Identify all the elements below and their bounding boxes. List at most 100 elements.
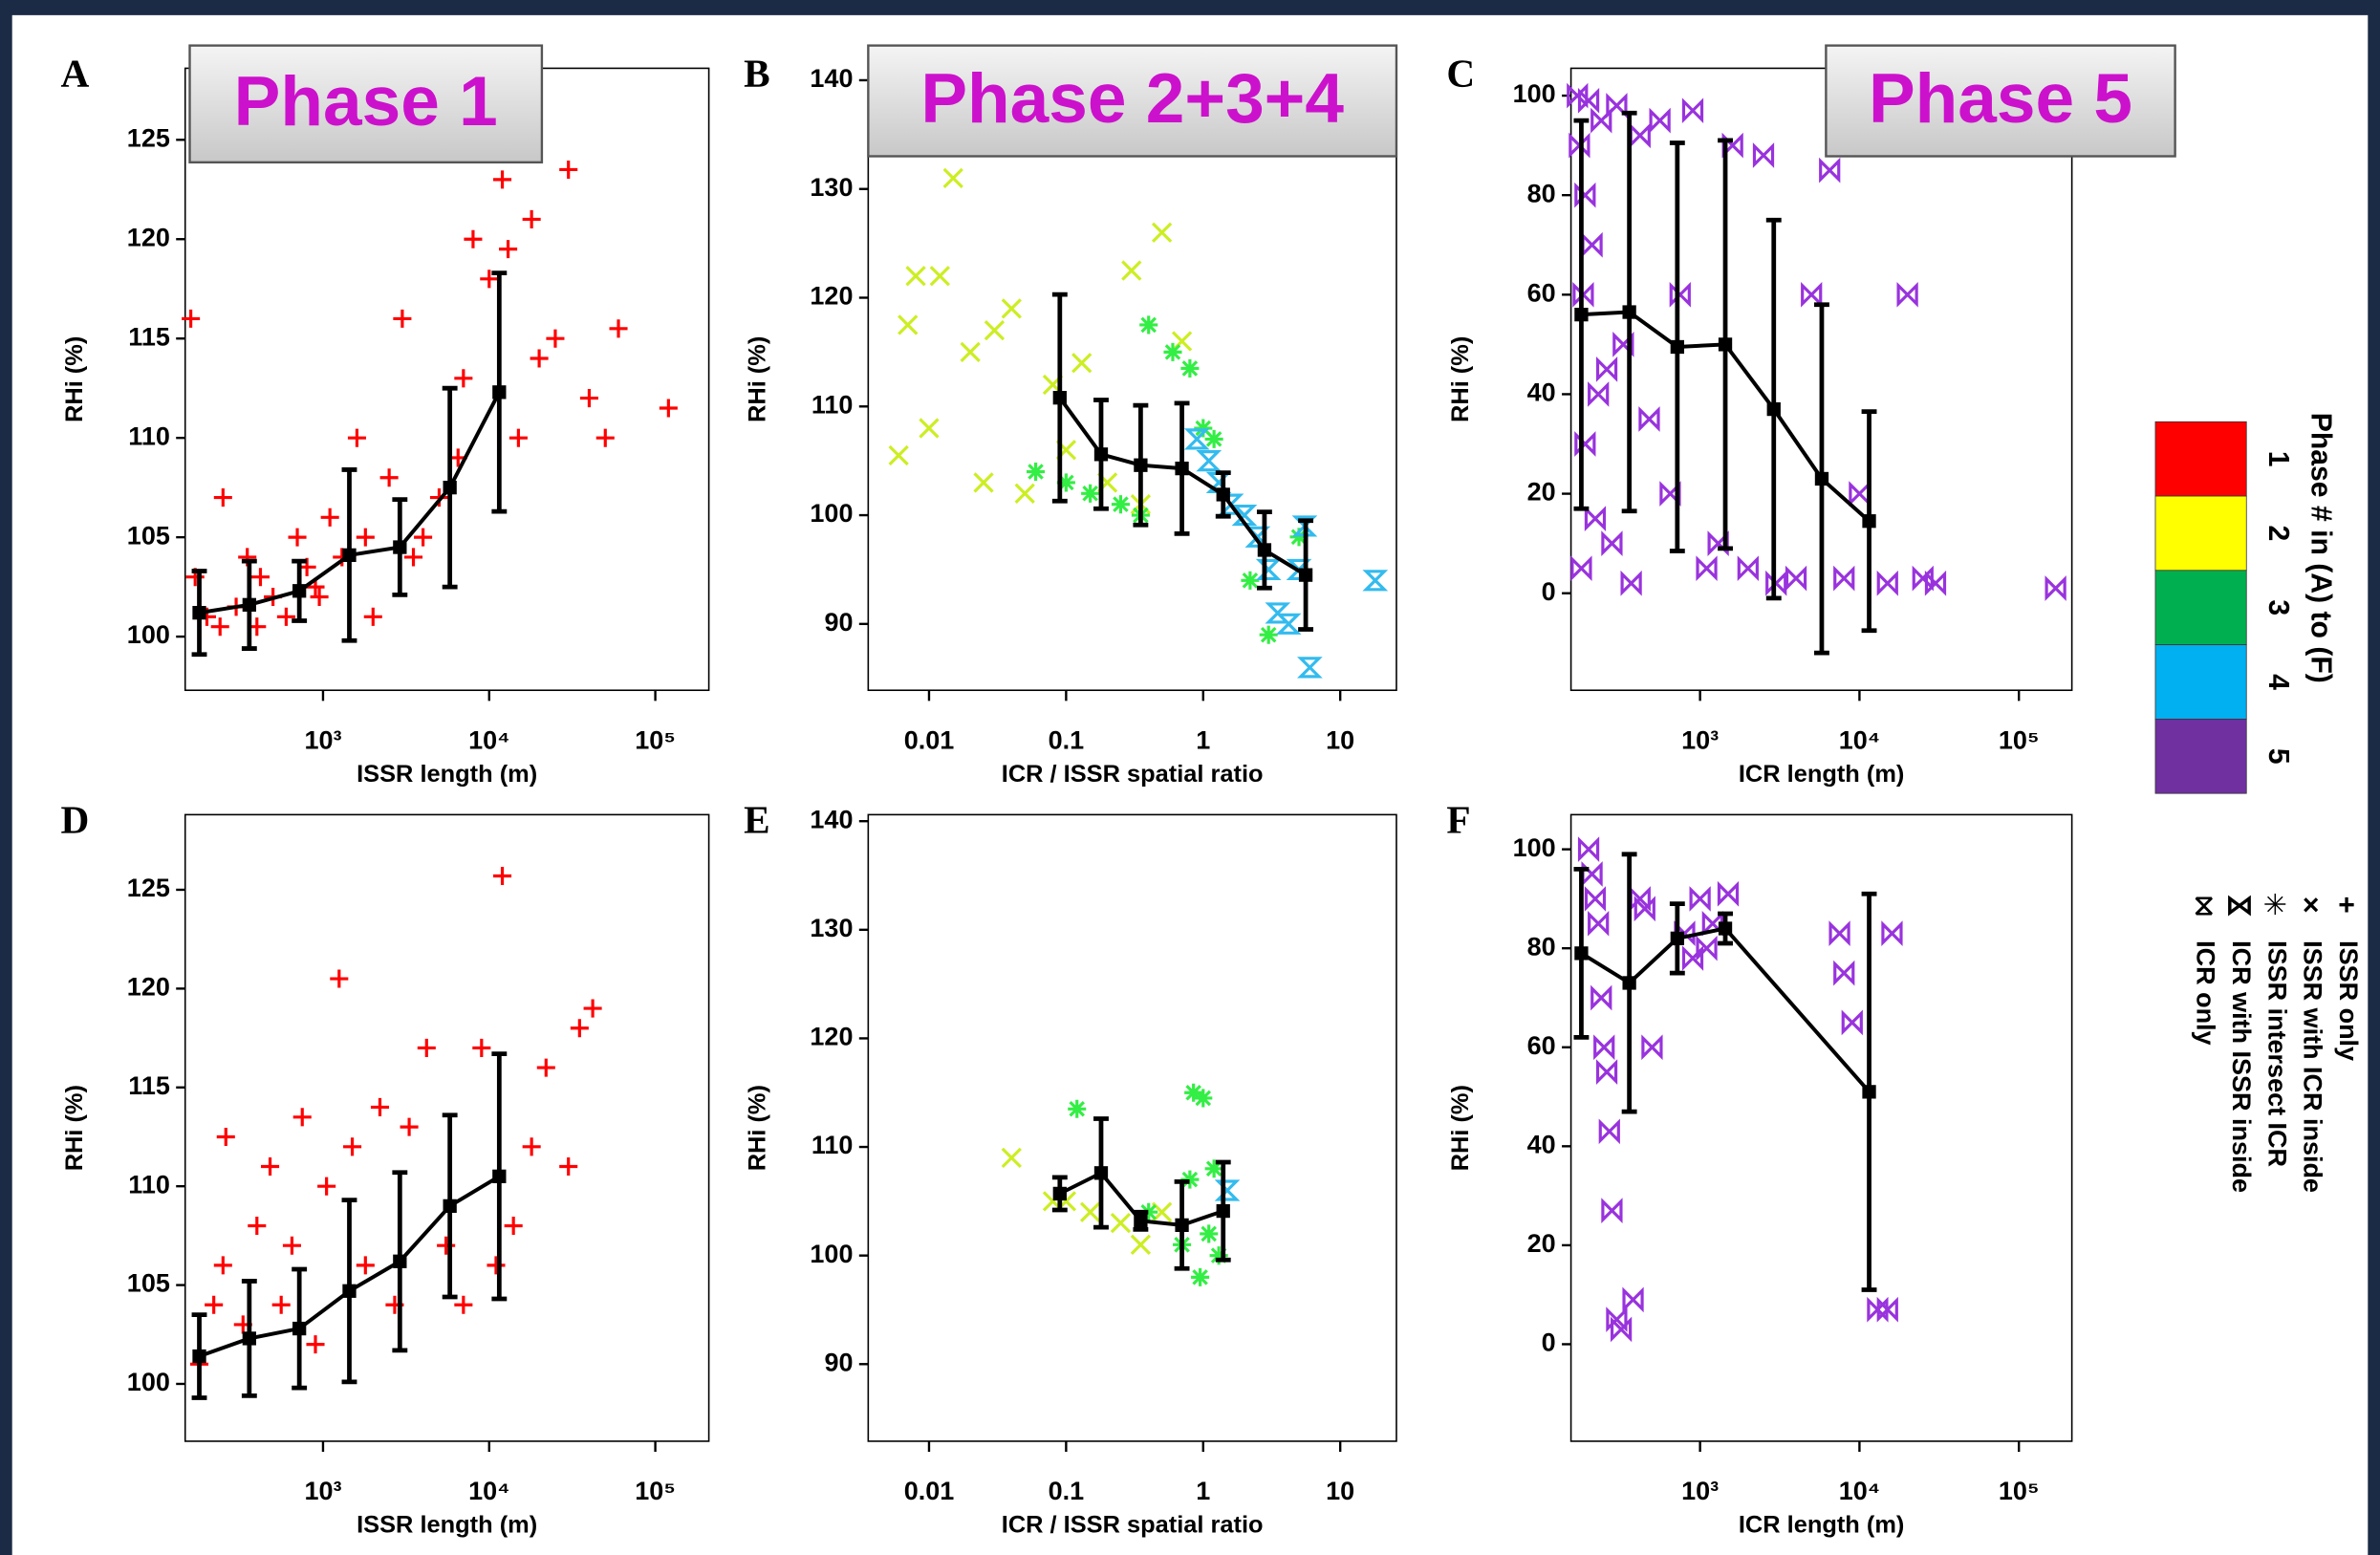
median-point: [1216, 487, 1230, 502]
data-point: [317, 1177, 336, 1196]
median-point: [292, 1321, 307, 1336]
y-tick-label: 80: [1527, 932, 1556, 961]
median-point: [1175, 461, 1189, 476]
data-point: [942, 167, 963, 188]
data-point: [1231, 504, 1258, 527]
y-tick-label: 0: [1542, 1328, 1556, 1357]
data-point: [1110, 1212, 1132, 1234]
data-point: [1737, 555, 1759, 582]
median-point: [1862, 1085, 1876, 1099]
y-tick-label: 120: [127, 973, 170, 1002]
x-tick-label: 10³: [1681, 725, 1719, 754]
y-tick-label: 20: [1527, 1229, 1556, 1258]
phase-box: [188, 44, 544, 164]
data-point: [1752, 142, 1775, 168]
data-point: [570, 1019, 589, 1038]
data-point: [417, 1038, 436, 1057]
y-tick-label: 40: [1527, 1130, 1556, 1158]
x-tick-label: 10⁴: [468, 1477, 509, 1505]
data-point: [1111, 495, 1130, 514]
median-point: [192, 1349, 206, 1364]
median-point: [192, 605, 206, 620]
x-tick-label: 0.01: [904, 725, 955, 754]
data-point: [1194, 419, 1213, 438]
data-point: [609, 319, 628, 338]
data-point: [536, 1058, 555, 1077]
colorbar-label: 4: [2262, 674, 2294, 690]
data-point: [1191, 1267, 1210, 1286]
y-axis-label: RHi (%): [61, 336, 88, 422]
data-point: [1641, 1034, 1663, 1061]
data-point: [282, 1236, 301, 1255]
median-point: [342, 548, 357, 562]
data-point: [1876, 570, 1898, 596]
colorbar-label: 1: [2262, 451, 2294, 467]
phase-box: [1825, 44, 2176, 158]
data-point: [1071, 353, 1093, 374]
data-point: [929, 266, 950, 287]
y-tick-label: 90: [824, 1348, 853, 1376]
y-tick-label: 105: [127, 1269, 170, 1298]
x-axis-label: ICR / ISSR spatial ratio: [1002, 761, 1264, 788]
data-point: [2045, 575, 2066, 601]
data-point: [1259, 625, 1278, 644]
y-tick-label: 100: [810, 499, 853, 528]
y-tick-label: 40: [1527, 378, 1556, 407]
data-point: [330, 969, 349, 988]
data-point: [1255, 558, 1282, 581]
y-tick-label: 130: [810, 914, 853, 942]
data-point: [480, 270, 499, 289]
y-tick-label: 115: [128, 322, 170, 351]
median-point: [393, 540, 407, 554]
data-point: [1588, 381, 1610, 407]
data-point: [898, 314, 919, 335]
x-axis-label: ISSR length (m): [357, 1512, 537, 1539]
data-point: [1209, 1246, 1228, 1265]
y-tick-label: 100: [127, 1368, 170, 1396]
median-point: [443, 1199, 457, 1213]
median-point: [443, 481, 457, 495]
data-point: [1180, 1170, 1200, 1189]
data-point: [888, 444, 909, 466]
median-point: [1862, 514, 1876, 529]
data-point: [213, 1256, 232, 1275]
phase-title: Phase 5: [1869, 60, 2132, 138]
data-point: [1590, 984, 1612, 1011]
data-point: [248, 1217, 267, 1236]
data-point: [370, 1097, 390, 1116]
legend-label: ISSR with ICR inside: [2299, 940, 2327, 1193]
legend-label: ICR with ISSR inside: [2227, 940, 2256, 1193]
data-point: [1638, 406, 1660, 432]
legend-label: ISSR only: [2334, 940, 2363, 1061]
data-point: [1139, 315, 1158, 335]
data-point: [1574, 182, 1596, 208]
plot-area: [867, 67, 1397, 692]
data-point: [1681, 945, 1704, 971]
data-point: [508, 428, 528, 447]
median-point: [292, 584, 307, 598]
data-point: [499, 240, 518, 259]
x-tick-label: 10: [1326, 725, 1354, 754]
data-point: [595, 428, 615, 447]
data-point: [1584, 506, 1607, 531]
data-point: [1696, 555, 1718, 582]
data-point: [1612, 332, 1634, 357]
data-point: [292, 1108, 312, 1127]
y-tick-label: 100: [1513, 833, 1556, 862]
x-tick-label: 10³: [304, 1477, 341, 1505]
x-tick-label: 10: [1326, 1477, 1354, 1505]
median-point: [1718, 921, 1733, 936]
data-point: [487, 1256, 506, 1275]
data-point: [1881, 920, 1903, 947]
data-point: [1214, 1179, 1241, 1201]
data-point: [454, 369, 473, 388]
median-point: [492, 385, 507, 400]
data-point: [261, 1156, 280, 1177]
x-tick-label: 10⁴: [468, 725, 509, 754]
median-point: [1670, 339, 1684, 355]
data-point: [250, 568, 270, 587]
data-point: [182, 309, 201, 328]
y-axis-label: RHi (%): [745, 1085, 771, 1171]
y-tick-label: 130: [810, 173, 853, 202]
panel-letter: E: [744, 797, 770, 841]
